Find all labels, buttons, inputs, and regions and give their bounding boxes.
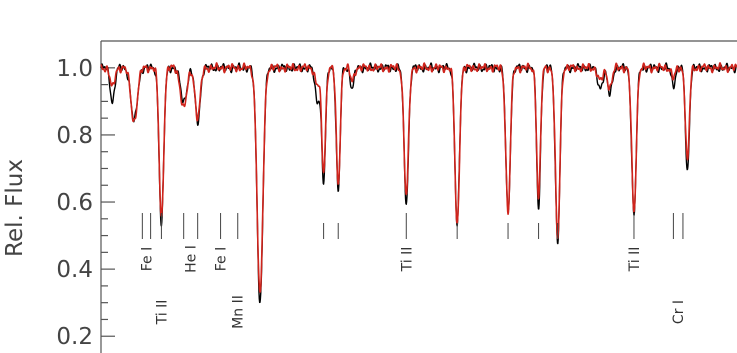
y-axis: 0.2 0.4 0.6 0.8 1.0 [56, 56, 115, 350]
line-id-label: Fe I [139, 247, 155, 271]
line-id-label: He I [184, 245, 200, 273]
y-axis-title: Rel. Flux [2, 159, 28, 257]
y-tick-label: 1.0 [56, 56, 93, 82]
line-id-label: Mn II [231, 295, 247, 329]
y-tick-label: 0.6 [56, 190, 93, 216]
line-id-label: Ti II [399, 247, 415, 273]
y-tick-label: 0.4 [56, 257, 93, 283]
y-tick-label: 0.2 [56, 324, 93, 350]
line-id-label: Fe I [214, 247, 230, 271]
y-tick-label: 0.8 [56, 123, 93, 149]
plot-frame [100, 40, 737, 353]
line-identifications: Fe I Ti II He I Fe I Mn II Ti II Ti II Cr I [139, 213, 687, 329]
line-id-label: Ti II [154, 300, 170, 326]
series-group [100, 62, 737, 304]
line-id-label: Ti II [627, 247, 643, 273]
line-id-label: Cr I [671, 300, 687, 324]
model-spectrum-line [100, 62, 737, 293]
